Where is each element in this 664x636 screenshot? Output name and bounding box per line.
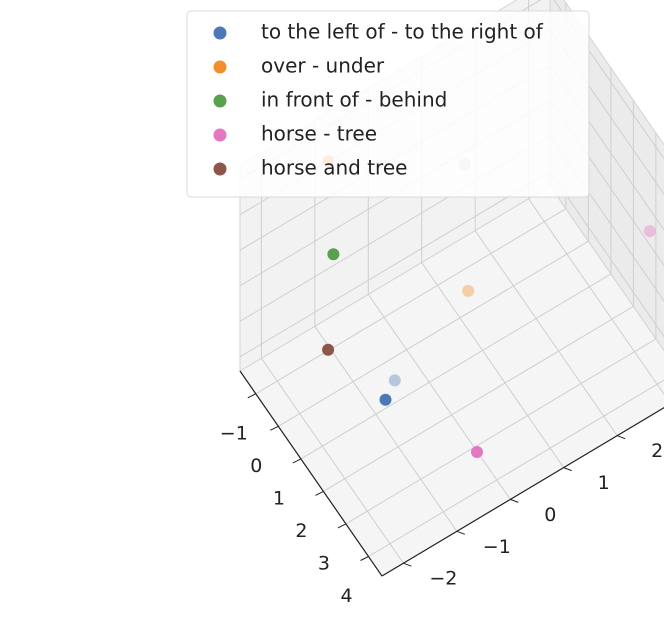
grid-line-x-floor — [368, 379, 664, 557]
data-point-3-0 — [471, 446, 483, 458]
legend-label-0: to the left of - to the right of — [261, 20, 544, 44]
x-tick-label: 3 — [318, 552, 330, 574]
legend-marker-0 — [213, 26, 227, 40]
grid-line-y-floor — [314, 326, 458, 532]
x-tick-label: −1 — [220, 422, 248, 444]
grid-line-y-floor — [474, 230, 618, 436]
legend-label-4: horse and tree — [261, 156, 407, 180]
legend-marker-4 — [213, 162, 227, 176]
grid-line-x-floor — [300, 273, 612, 460]
y-tick-mark — [403, 562, 412, 567]
legend-marker-3 — [213, 128, 227, 142]
data-point-1-1 — [462, 284, 475, 297]
grid-line-y-floor — [260, 357, 404, 564]
axis-lines — [239, 370, 664, 577]
legend-label-1: over - under — [261, 54, 385, 78]
x-tick-mark — [270, 425, 279, 431]
x-tick-label: 4 — [340, 585, 352, 607]
x-axis-line — [239, 370, 383, 577]
y-tick-mark — [563, 467, 572, 472]
x-tick-mark — [337, 523, 347, 529]
x-tick-mark — [315, 490, 324, 496]
y-tick-mark — [510, 498, 519, 503]
y-tick-label: −2 — [429, 568, 457, 590]
data-point-0-1 — [388, 374, 401, 387]
y-tick-label: 0 — [544, 504, 556, 526]
grid-lines — [239, 0, 664, 564]
y-axis-line — [381, 407, 664, 577]
grid-line-y-floor — [528, 198, 664, 396]
x-tick-mark — [360, 556, 369, 561]
legend-marker-1 — [213, 60, 227, 74]
legend: to the left of - to the right of over - u… — [186, 10, 590, 198]
grid-line-y-floor — [367, 294, 511, 500]
y-tick-mark — [617, 435, 626, 440]
legend-label-2: in front of - behind — [261, 88, 447, 112]
y-tick-mark — [456, 530, 465, 535]
x-tick-label: 1 — [273, 487, 285, 509]
data-point-4-0 — [322, 343, 335, 356]
grid-line-x-floor — [323, 305, 634, 492]
x-tick-label: 0 — [250, 455, 262, 477]
data-point-2-0 — [327, 248, 340, 261]
grid-line-z-back — [549, 171, 664, 338]
grid-line-z-side — [239, 171, 551, 358]
legend-box — [186, 10, 590, 198]
data-point-3-1 — [643, 225, 656, 238]
grid-line-x-floor — [255, 208, 567, 395]
legend-marker-2 — [213, 94, 227, 108]
x-tick-mark — [247, 393, 257, 399]
grid-line-y-floor — [421, 262, 565, 468]
grid-line-x-floor — [345, 338, 657, 525]
y-tick-label: 2 — [651, 440, 663, 462]
grid-line-x-floor — [278, 240, 589, 427]
y-tick-label: −1 — [483, 536, 511, 558]
y-tick-label: 1 — [598, 472, 610, 494]
data-point-0-0 — [379, 393, 392, 406]
legend-label-3: horse - tree — [261, 122, 377, 146]
x-tick-mark — [292, 458, 302, 464]
x-tick-label: 2 — [295, 520, 307, 542]
